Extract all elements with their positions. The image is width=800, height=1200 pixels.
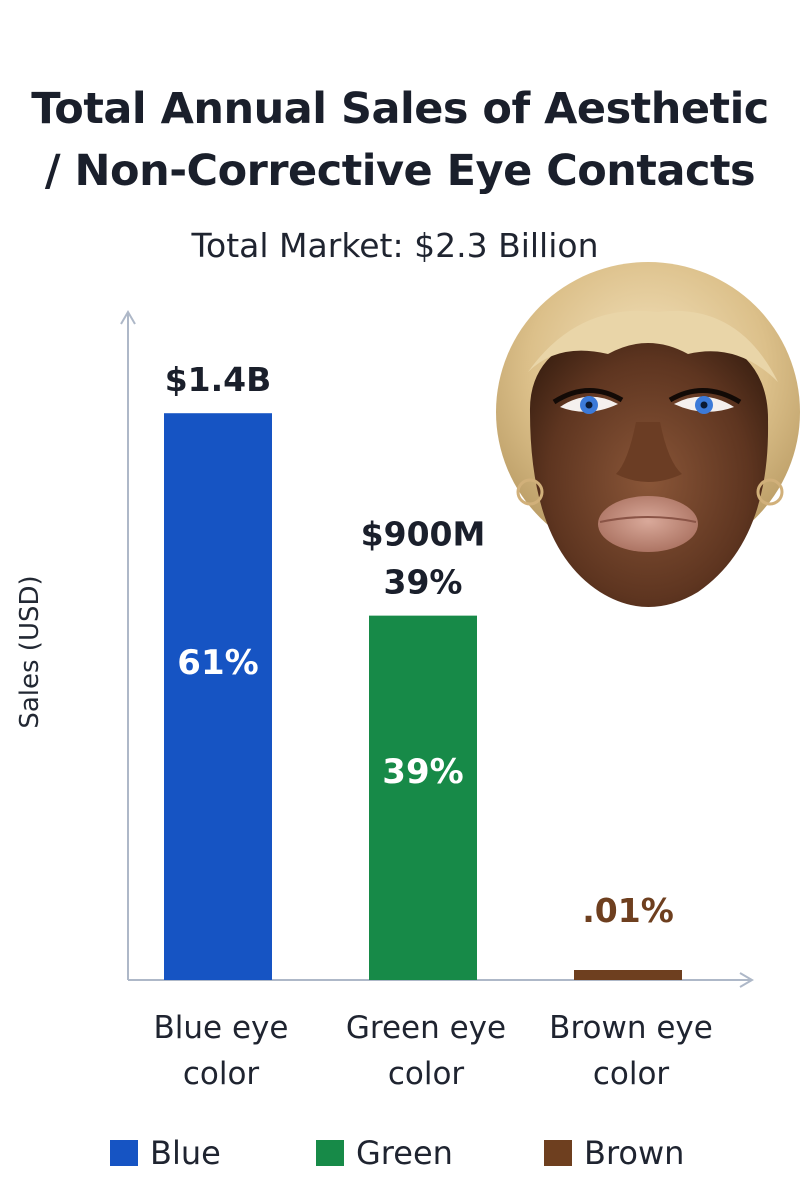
legend-swatch-brown	[544, 1140, 572, 1166]
bar-2-top-label: 39%	[384, 563, 463, 602]
x-tick-label-3: Brown eye	[549, 1010, 713, 1046]
chart-title: Total Annual Sales of Aesthetic / Non-Co…	[0, 78, 800, 202]
x-tick-label-2: color	[388, 1056, 465, 1092]
bar-2-top-label: $900M	[361, 515, 486, 554]
bar-1-top-label: $1.4B	[165, 360, 272, 399]
bar-1-inside-label: 61%	[177, 643, 258, 683]
bar-3-top-label: .01%	[582, 891, 674, 930]
x-axis-arrow	[739, 972, 754, 988]
bar-2-inside-label: 39%	[382, 752, 463, 792]
x-tick-label-1: Blue eye	[154, 1010, 289, 1046]
bar-2	[369, 615, 477, 980]
face-photo	[496, 262, 800, 607]
bar-3	[574, 970, 682, 980]
legend-label-brown: Brown	[584, 1134, 684, 1172]
chart-subtitle: Total Market: $2.3 Billion	[191, 226, 599, 265]
legend-label-blue: Blue	[150, 1134, 221, 1172]
nose-shape	[616, 422, 682, 482]
y-axis-arrow	[120, 310, 136, 325]
chart-title-line-1: Total Annual Sales of Aesthetic	[31, 84, 769, 134]
eyes-shape	[552, 388, 742, 414]
y-axis-label: Sales (USD)	[15, 575, 45, 728]
legend-swatch-blue	[110, 1140, 138, 1166]
x-tick-label-3: color	[593, 1056, 670, 1092]
earring-shape	[516, 478, 784, 506]
legend-swatch-green	[316, 1140, 344, 1166]
lips-shape	[598, 496, 698, 552]
chart-title-line-2: / Non-Corrective Eye Contacts	[44, 146, 756, 196]
x-tick-label-1: color	[183, 1056, 260, 1092]
x-tick-label-2: Green eye	[346, 1010, 506, 1046]
bar-1	[164, 413, 272, 980]
legend-label-green: Green	[356, 1134, 453, 1172]
